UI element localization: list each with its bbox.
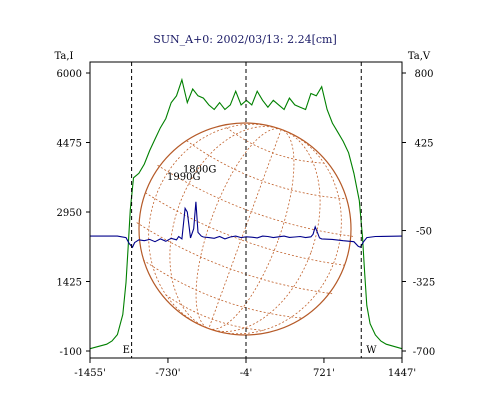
- disk-parallel-4: [143, 259, 304, 319]
- limb-marker-label-w: W: [366, 345, 377, 356]
- y-left-tick-label: 6000: [57, 69, 82, 80]
- ticks-layer: -1455' -730' -4' 721' 1447' 6000 4475 2950 1425 -…: [57, 69, 436, 379]
- disk-grid: [136, 123, 354, 335]
- y-right-tick-label: 425: [414, 139, 433, 150]
- y-left-tick-label: 1425: [57, 278, 82, 289]
- y-right-tick-label: -700: [413, 347, 435, 358]
- solar-disk: [136, 122, 354, 336]
- y-left-axis-label: Ta,I: [55, 51, 74, 62]
- x-tick-label: -4': [240, 368, 253, 379]
- chart-title: SUN_A+0: 2002/03/13: 2.24[cm]: [153, 33, 337, 46]
- peak-annotation: 1990G: [167, 172, 200, 183]
- disk-parallel-6: [226, 127, 325, 164]
- x-tick-label: 721': [313, 368, 335, 379]
- disk-parallel-1: [186, 140, 347, 200]
- y-right-tick-label: -50: [416, 227, 432, 238]
- disk-central-meridian: [208, 129, 282, 329]
- series-line-2: [90, 201, 403, 249]
- x-tick-label: -730': [155, 368, 180, 379]
- y-right-tick-label: 800: [414, 69, 433, 80]
- series-layer: [89, 62, 403, 358]
- y-left-tick-label: -100: [60, 347, 82, 358]
- y-left-tick-label: 4475: [57, 139, 82, 150]
- solar-disk-limb: [138, 122, 352, 336]
- disk-meridian-3: [148, 123, 342, 335]
- x-tick-label: 1447': [388, 368, 416, 379]
- disk-parallel-3: [136, 222, 333, 295]
- limb-marker-label-e: E: [123, 345, 130, 356]
- y-right-axis-label: Ta,V: [408, 51, 431, 62]
- y-right-tick-label: -325: [413, 278, 435, 289]
- peak-annotation: 1800G: [183, 164, 216, 175]
- x-tick-label: -1455': [74, 368, 106, 379]
- y-left-tick-label: 2950: [57, 208, 82, 219]
- disk-parallel-2: [157, 164, 354, 237]
- disk-meridian-2: [169, 126, 321, 332]
- disk-parallel-5: [165, 294, 264, 331]
